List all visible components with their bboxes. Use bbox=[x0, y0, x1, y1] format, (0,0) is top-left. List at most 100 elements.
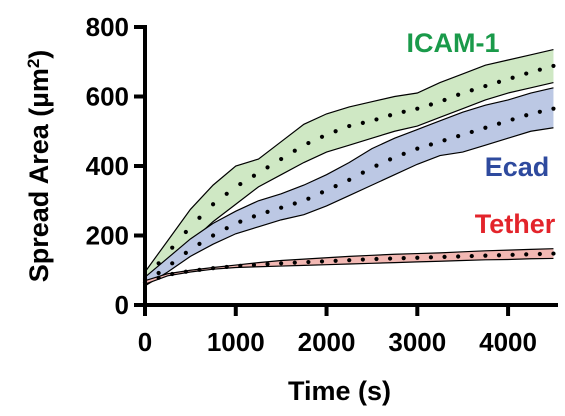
mean-dot-ecad bbox=[333, 184, 338, 189]
mean-dot-tether bbox=[524, 252, 529, 257]
mean-dot-tether bbox=[442, 254, 447, 260]
mean-dot-icam-1 bbox=[279, 156, 284, 162]
mean-dot-ecad bbox=[360, 170, 365, 175]
mean-dot-tether bbox=[224, 264, 229, 270]
mean-dot-ecad bbox=[306, 196, 311, 201]
y-tick-label: 200 bbox=[86, 221, 129, 251]
band-icam-1 bbox=[145, 49, 554, 285]
mean-dot-ecad bbox=[374, 163, 379, 168]
mean-dot-tether bbox=[415, 255, 420, 260]
mean-dot-tether bbox=[265, 262, 270, 267]
y-axis-title-superscript: 2 bbox=[24, 59, 43, 68]
mean-dot-icam-1 bbox=[238, 181, 243, 187]
mean-dot-tether bbox=[387, 256, 393, 261]
mean-dot-ecad bbox=[238, 219, 243, 224]
mean-dot-icam-1 bbox=[265, 165, 270, 170]
mean-dot-ecad bbox=[210, 233, 216, 238]
mean-dot-tether bbox=[401, 256, 406, 261]
mean-dot-icam-1 bbox=[251, 173, 257, 178]
mean-dot-ecad bbox=[347, 177, 352, 182]
mean-dot-icam-1 bbox=[374, 117, 379, 122]
band-lower-edge-icam-1 bbox=[144, 82, 554, 285]
mean-dot-icam-1 bbox=[210, 202, 216, 207]
mean-dot-tether bbox=[537, 251, 542, 257]
mean-dot-ecad bbox=[510, 117, 515, 122]
axis-ticks: 0 200 400 600 800 0 1000 2000 3000 4000 bbox=[86, 12, 537, 357]
mean-dot-tether bbox=[428, 255, 434, 260]
mean-dot-tether bbox=[251, 262, 257, 268]
mean-dot-icam-1 bbox=[319, 134, 325, 139]
band-upper-edge-icam-1 bbox=[144, 49, 554, 273]
mean-dot-tether bbox=[374, 256, 379, 262]
mean-dot-tether bbox=[319, 259, 325, 264]
mean-dot-ecad bbox=[524, 113, 529, 118]
series-labels: ICAM-1 Ecad Tether bbox=[407, 28, 556, 239]
mean-dot-tether bbox=[360, 257, 365, 262]
x-tick-label: 1000 bbox=[207, 327, 265, 357]
band-ecad bbox=[145, 87, 554, 286]
band-upper-edge-ecad bbox=[144, 87, 554, 278]
y-tick-label: 600 bbox=[86, 82, 129, 112]
mean-dot-tether bbox=[156, 275, 161, 280]
mean-dot-tether bbox=[210, 266, 216, 271]
mean-dot-icam-1 bbox=[456, 92, 461, 97]
mean-dot-tether bbox=[170, 271, 175, 277]
x-tick-label: 3000 bbox=[388, 327, 446, 357]
series-label-icam-1: ICAM-1 bbox=[407, 28, 500, 58]
mean-dot-icam-1 bbox=[496, 79, 502, 85]
mean-dot-icam-1 bbox=[183, 229, 188, 235]
mean-dot-tether bbox=[496, 253, 502, 258]
mean-dot-tether bbox=[347, 258, 352, 263]
mean-dot-icam-1 bbox=[170, 245, 175, 250]
band-tether bbox=[145, 248, 554, 285]
mean-dot-icam-1 bbox=[306, 140, 311, 146]
mean-dot-icam-1 bbox=[224, 191, 229, 196]
mean-dot-tether bbox=[483, 253, 488, 258]
mean-dot-ecad bbox=[265, 209, 270, 214]
mean-dot-tether bbox=[238, 263, 243, 268]
mean-dot-ecad bbox=[415, 146, 420, 151]
mean-dot-tether bbox=[292, 260, 297, 265]
mean-dot-icam-1 bbox=[387, 113, 393, 118]
mean-dot-tether bbox=[456, 254, 461, 259]
mean-dot-icam-1 bbox=[469, 88, 474, 93]
mean-dot-icam-1 bbox=[510, 75, 515, 80]
mean-dot-ecad bbox=[442, 138, 447, 143]
y-tick-label: 800 bbox=[86, 12, 129, 42]
y-tick-label: 400 bbox=[86, 151, 129, 181]
mean-dot-icam-1 bbox=[292, 148, 297, 153]
mean-dot-ecad bbox=[496, 121, 502, 126]
x-axis-title: Time (s) bbox=[288, 376, 391, 406]
y-axis-title-close: ) bbox=[24, 50, 54, 59]
mean-dot-icam-1 bbox=[401, 109, 406, 114]
mean-dot-tether bbox=[183, 269, 188, 274]
x-tick-label: 0 bbox=[138, 327, 152, 357]
mean-dot-icam-1 bbox=[428, 102, 434, 107]
mean-dot-icam-1 bbox=[360, 120, 365, 126]
band-lower-edge-ecad bbox=[144, 127, 554, 287]
mean-dot-ecad bbox=[251, 214, 257, 219]
mean-dot-ecad bbox=[319, 190, 325, 195]
mean-dot-icam-1 bbox=[347, 123, 352, 129]
mean-dot-ecad bbox=[428, 142, 434, 147]
mean-dot-ecad bbox=[537, 109, 542, 114]
mean-dot-ecad bbox=[197, 241, 202, 246]
mean-dot-icam-1 bbox=[197, 215, 202, 220]
mean-dot-ecad bbox=[456, 134, 461, 139]
mean-dot-icam-1 bbox=[551, 63, 556, 69]
mean-dot-ecad bbox=[170, 261, 175, 266]
mean-dot-tether bbox=[510, 252, 515, 257]
mean-dot-icam-1 bbox=[442, 97, 447, 103]
x-tick-label: 4000 bbox=[479, 327, 537, 357]
mean-dot-ecad bbox=[401, 151, 406, 156]
mean-dot-tether bbox=[551, 251, 556, 256]
y-axis-title-main: Spread Area (µm bbox=[24, 68, 54, 282]
mean-dot-ecad bbox=[224, 226, 229, 231]
mean-dot-tether bbox=[279, 261, 284, 266]
series-mean-dots bbox=[142, 63, 556, 285]
y-axis-title: Spread Area (µm2) bbox=[24, 50, 55, 283]
mean-dot-ecad bbox=[469, 129, 474, 135]
mean-dot-tether bbox=[333, 258, 338, 263]
mean-dot-icam-1 bbox=[483, 83, 488, 89]
